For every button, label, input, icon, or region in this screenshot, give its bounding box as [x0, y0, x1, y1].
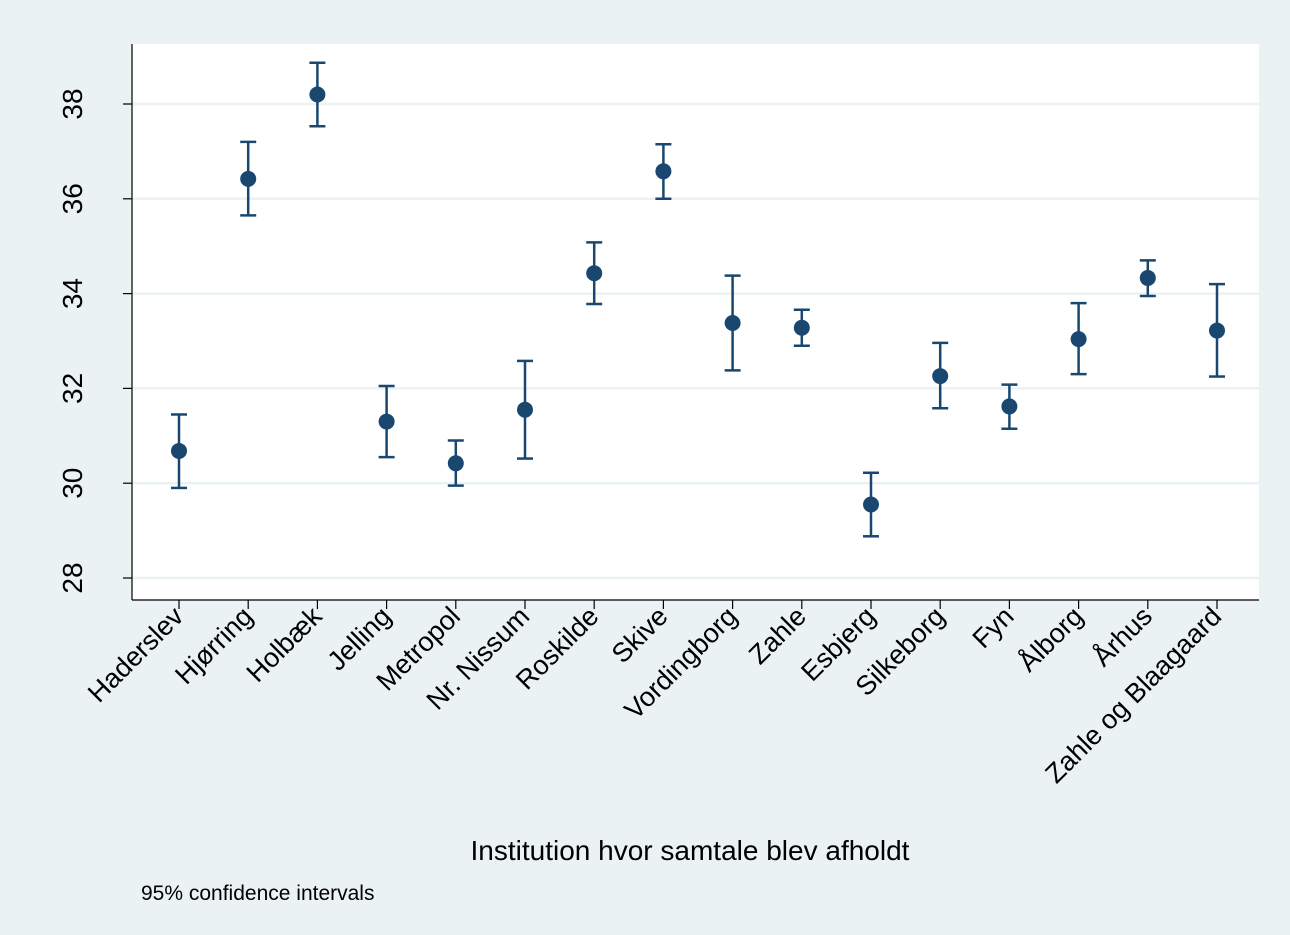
chart-note: 95% confidence intervals [141, 882, 374, 905]
x-axis-title: Institution hvor samtale blev afholdt [471, 835, 910, 866]
y-tick-label: 28 [57, 562, 88, 593]
data-point [171, 442, 187, 459]
data-point-group [1001, 383, 1018, 430]
x-tick-label: Haderslev [82, 601, 190, 709]
data-point-group [309, 61, 326, 128]
gridlines [132, 102, 1259, 580]
data-point [378, 413, 395, 430]
data-point-group [240, 140, 257, 217]
data-point-group [586, 241, 603, 306]
data-point-group [378, 384, 395, 459]
x-axis-ticks: HaderslevHjørringHolbækJellingMetropolNr… [82, 600, 1227, 789]
data-point [655, 163, 672, 180]
x-tick-label: Fyn [967, 601, 1020, 654]
data-point-group [863, 471, 879, 538]
data-point-group [1070, 301, 1087, 376]
plot-background [132, 44, 1259, 600]
y-tick-label: 30 [57, 468, 88, 499]
data-point [1209, 322, 1225, 339]
data-point [1070, 331, 1087, 348]
x-tick-label: Holbæk [241, 601, 328, 688]
y-tick-label: 36 [57, 183, 88, 214]
data-point-group [171, 413, 187, 490]
data-point [793, 319, 810, 336]
data-point [586, 265, 603, 282]
data-point-group [724, 274, 741, 372]
data-point [932, 368, 949, 385]
y-tick-label: 34 [57, 278, 88, 309]
x-tick-label: Ålborg [1012, 600, 1089, 677]
data-point-group [1209, 282, 1225, 378]
data-point [309, 86, 326, 103]
data-marks [171, 61, 1225, 538]
data-point-group [1139, 259, 1156, 298]
data-point [1001, 398, 1018, 415]
data-point-group [793, 308, 810, 347]
data-point [240, 170, 257, 187]
y-tick-label: 38 [57, 88, 88, 119]
data-point-group [447, 439, 464, 487]
y-tick-label: 32 [57, 373, 88, 404]
data-point [517, 401, 533, 418]
x-tick-label: Hjørring [169, 601, 258, 690]
data-point-group [517, 359, 533, 460]
data-point-group [932, 341, 949, 410]
data-point [447, 455, 464, 472]
data-point [863, 496, 879, 513]
data-point [724, 314, 741, 331]
data-point-group [655, 143, 672, 201]
data-point [1139, 269, 1156, 286]
y-axis-ticks: 28 30 32 34 36 38 [57, 88, 132, 594]
